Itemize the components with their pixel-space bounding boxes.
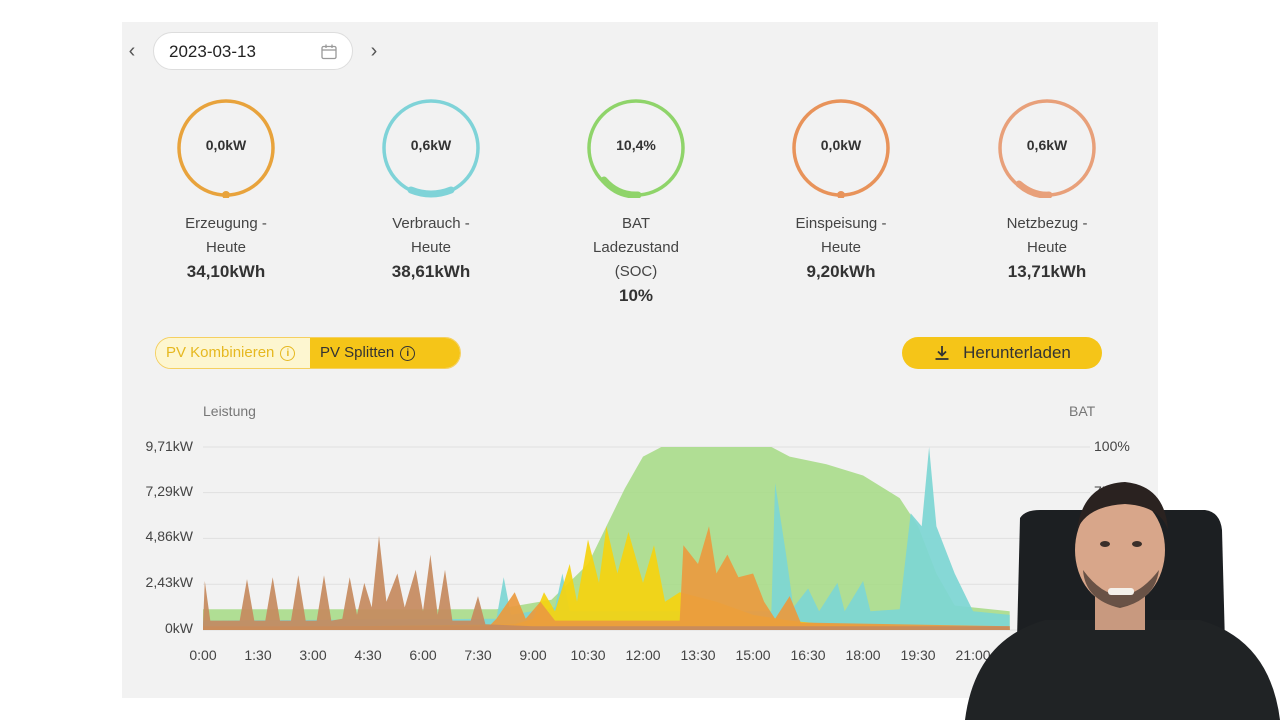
x-tick-label: 16:30 xyxy=(790,647,826,663)
ring-gauge: 0,0kW xyxy=(791,98,891,198)
info-icon[interactable]: i xyxy=(400,345,416,361)
x-tick-label: 4:30 xyxy=(354,647,382,663)
stat-generation: 0,0kW Erzeugung - Heute 34,10kWh xyxy=(136,98,316,282)
ring-gauge: 0,6kW xyxy=(381,98,481,198)
ring-gauge: 0,6kW xyxy=(997,98,1097,198)
stat-battery-soc: 10,4% BAT Ladezustand (SOC) 10% xyxy=(546,98,726,306)
ring-value: 0,0kW xyxy=(820,137,862,153)
ring-gauge: 0,0kW xyxy=(176,98,276,198)
stat-value: 13,71kWh xyxy=(1007,262,1087,281)
stat-feed-in: 0,0kW Einspeisung - Heute 9,20kWh xyxy=(751,98,931,282)
x-tick-label: 15:00 xyxy=(735,647,771,663)
stat-label: Verbrauch - Heute xyxy=(392,215,470,256)
chevron-left-icon[interactable]: ‹ xyxy=(128,40,136,62)
stat-label: Einspeisung - Heute xyxy=(795,215,887,256)
x-tick-label: 6:00 xyxy=(409,647,437,663)
download-button[interactable]: Herunterladen xyxy=(902,337,1102,369)
stat-grid-import: 0,6kW Netzbezug - Heute 13,71kWh xyxy=(957,98,1137,282)
x-tick-label: 9:00 xyxy=(519,647,547,663)
y-axis-title-left: Leistung xyxy=(203,403,256,419)
y-tick-label: 4,86kW xyxy=(145,528,193,544)
download-icon xyxy=(935,346,949,360)
series-area-2 xyxy=(203,526,1010,630)
ring-value: 10,4% xyxy=(616,137,656,153)
stat-value: 9,20kWh xyxy=(806,262,876,281)
x-tick-label: 19:30 xyxy=(900,647,936,663)
stat-label: Erzeugung - Heute xyxy=(185,215,267,256)
stat-value: 10% xyxy=(618,286,654,305)
x-tick-label: 12:00 xyxy=(625,647,661,663)
pv-combine-option[interactable]: PV Kombinieren i xyxy=(156,338,310,368)
chevron-right-icon[interactable]: › xyxy=(370,40,378,62)
pv-mode-toggle: PV Kombinieren i PV Splitten i xyxy=(155,337,461,369)
pv-split-option[interactable]: PV Splitten i xyxy=(310,338,460,368)
x-tick-label: 18:00 xyxy=(845,647,881,663)
y-tick-label: 0kW xyxy=(165,620,193,636)
stat-label: BAT Ladezustand (SOC) xyxy=(593,215,679,280)
info-icon[interactable]: i xyxy=(280,345,296,361)
stat-consumption: 0,6kW Verbrauch - Heute 38,61kWh xyxy=(341,98,521,282)
ring-gauge: 10,4% xyxy=(586,98,686,198)
x-tick-label: 13:30 xyxy=(680,647,716,663)
x-tick-label: 0:00 xyxy=(189,647,217,663)
webcam-overlay xyxy=(965,482,1280,720)
series-area-1 xyxy=(203,447,1010,630)
ring-value: 0,6kW xyxy=(410,137,452,153)
stat-value: 38,61kWh xyxy=(391,262,471,281)
stat-label: Netzbezug - Heute xyxy=(1006,215,1088,256)
y-tick-label: 7,29kW xyxy=(145,483,193,499)
x-tick-label: 21:00 xyxy=(955,647,991,663)
y-tick-label: 2,43kW xyxy=(145,574,193,590)
y-tick-label-right: 100% xyxy=(1094,438,1130,454)
x-tick-label: 1:30 xyxy=(244,647,272,663)
x-tick-label: 7:30 xyxy=(464,647,492,663)
x-tick-label: 10:30 xyxy=(570,647,606,663)
y-axis-title-right: BAT xyxy=(1069,403,1096,419)
y-tick-label: 9,71kW xyxy=(145,438,193,454)
calendar-icon xyxy=(321,44,337,60)
ring-value: 0,6kW xyxy=(1026,137,1068,153)
stat-value: 34,10kWh xyxy=(186,262,266,281)
date-value: 2023-03-13 xyxy=(169,42,256,61)
ring-value: 0,0kW xyxy=(205,137,247,153)
x-tick-label: 3:00 xyxy=(299,647,327,663)
date-picker[interactable]: 2023-03-13 xyxy=(153,32,353,70)
